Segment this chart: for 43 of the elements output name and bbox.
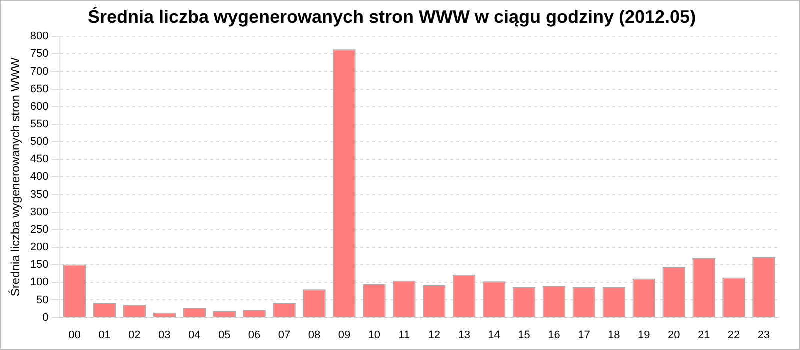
- y-tick-label: 200: [30, 242, 49, 254]
- y-tick-label: 150: [30, 259, 49, 272]
- y-tick-label: 800: [30, 30, 49, 43]
- y-tick-label: 100: [30, 276, 49, 289]
- x-tick-label: 07: [278, 329, 291, 342]
- x-tick-label: 05: [218, 329, 231, 342]
- y-tick-label: 0: [42, 312, 49, 324]
- y-tick-label: 450: [30, 154, 49, 166]
- chart-title: Średnia liczba wygenerowanych stron WWW w ciągu godziny (2012.05): [88, 6, 696, 27]
- y-tick-label: 400: [30, 171, 49, 184]
- x-tick-label: 23: [758, 329, 770, 342]
- x-tick-label: 03: [158, 329, 171, 342]
- y-axis-title: Średnia liczba wygenerowanych stron WWW: [8, 57, 23, 297]
- x-tick-label: 16: [548, 329, 560, 342]
- y-tick-label: 550: [30, 118, 49, 131]
- x-tick-label: 22: [728, 329, 740, 342]
- x-tick-label: 09: [338, 329, 351, 342]
- x-tick-label: 01: [98, 329, 111, 342]
- x-tick-label: 00: [68, 329, 81, 342]
- x-tick-label: 17: [578, 329, 590, 342]
- x-tick-label: 12: [428, 329, 440, 342]
- y-tick-label: 50: [36, 294, 49, 306]
- x-tick-label: 08: [308, 329, 321, 342]
- x-tick-label: 21: [698, 329, 710, 342]
- x-tick-label: 20: [668, 329, 680, 342]
- y-tick-label: 250: [30, 224, 49, 236]
- x-tick-label: 06: [248, 329, 261, 342]
- x-tick-label: 02: [128, 329, 141, 342]
- y-tick-label: 750: [30, 48, 49, 60]
- x-tick-label: 11: [398, 329, 410, 342]
- x-tick-label: 13: [458, 329, 470, 342]
- x-tick-label: 04: [188, 329, 201, 342]
- y-tick-label: 350: [30, 188, 49, 201]
- y-tick-label: 300: [30, 206, 49, 218]
- x-tick-label: 18: [608, 329, 620, 342]
- y-tick-label: 650: [30, 83, 49, 96]
- x-tick-label: 15: [518, 329, 530, 342]
- y-tick-label: 600: [30, 100, 49, 113]
- y-tick-label: 700: [30, 66, 49, 78]
- x-tick-label: 10: [368, 329, 381, 342]
- x-tick-label: 19: [638, 329, 650, 342]
- x-tick-label: 14: [488, 329, 500, 342]
- y-tick-label: 500: [30, 136, 49, 148]
